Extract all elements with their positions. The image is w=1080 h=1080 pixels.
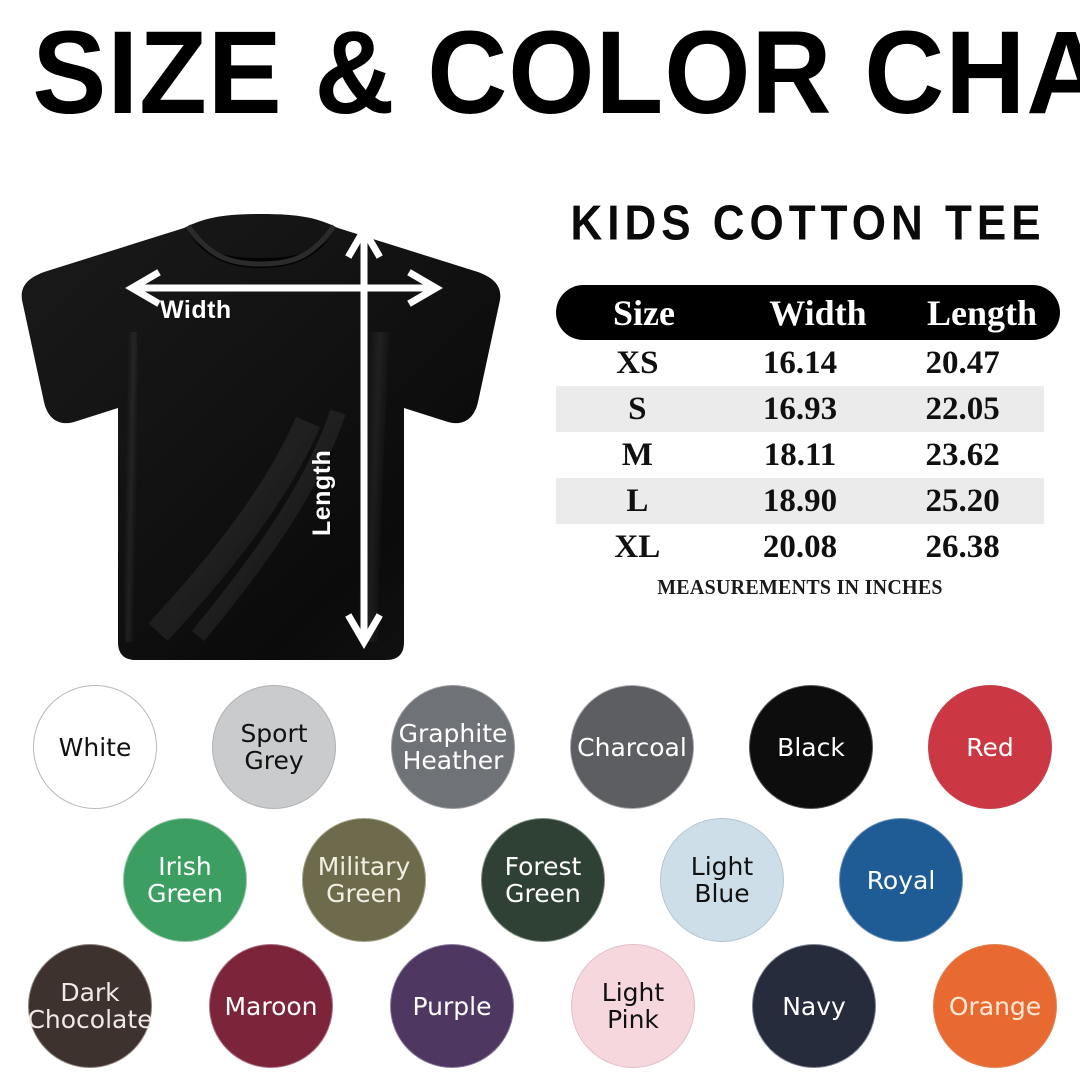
color-swatch[interactable]: Dark Chocolate — [27, 944, 153, 1068]
tshirt-collar-rib — [185, 224, 337, 267]
color-swatch[interactable]: Light Blue — [660, 818, 784, 942]
table-row: M 18.11 23.62 — [556, 432, 1044, 478]
cell-width: 18.11 — [763, 436, 837, 473]
color-swatch-label: Navy — [782, 991, 846, 1021]
cell-length: 26.38 — [925, 528, 1000, 565]
header-cell-length: Length — [926, 292, 1038, 333]
table-row: S 16.93 22.05 — [556, 386, 1044, 432]
cell-width: 16.14 — [762, 344, 838, 381]
color-swatch-label: Royal — [866, 865, 936, 895]
color-swatch-label: White — [58, 732, 132, 762]
fabric-fold — [358, 331, 390, 643]
length-dimension-label: Length — [308, 449, 336, 536]
width-arrow — [125, 269, 443, 307]
header-cell-width: Width — [769, 292, 867, 333]
cell-size: M — [621, 436, 653, 473]
cell-size: XS — [616, 344, 659, 381]
table-row: XL 20.08 26.38 — [556, 524, 1044, 570]
color-swatch[interactable]: Royal — [839, 818, 963, 942]
cell-width: 16.93 — [762, 390, 838, 427]
color-swatch-label: Forest Green — [504, 852, 582, 908]
cell-length: 23.62 — [925, 436, 1000, 473]
color-swatch-label: Sport Grey — [240, 719, 308, 775]
header-cell-size: Size — [613, 292, 675, 333]
color-swatch-label: Military Green — [317, 852, 411, 908]
table-row: XS 16.14 20.47 — [556, 340, 1044, 386]
measurement-units-note: MEASUREMENTS IN INCHES — [657, 575, 943, 599]
size-table: Size Width Length XS 16.14 20.47 S 16.93… — [556, 285, 1060, 570]
color-swatch-label: Light Pink — [601, 978, 665, 1034]
table-header-row: Size Width Length — [556, 285, 1060, 340]
color-swatch-label: Purple — [412, 991, 492, 1021]
tshirt-svg — [21, 214, 501, 660]
width-dimension-label: Width — [160, 296, 232, 324]
fabric-fold — [148, 416, 320, 641]
color-swatch-label: Light Blue — [690, 852, 754, 908]
product-name-heading: KIDS COTTON TEE — [570, 196, 1046, 251]
color-swatch-label: Maroon — [224, 991, 318, 1021]
color-swatch[interactable]: Light Pink — [571, 944, 695, 1068]
color-swatch[interactable]: Navy — [752, 944, 876, 1068]
color-swatch[interactable]: Military Green — [302, 818, 426, 942]
color-swatch-label: Black — [777, 732, 845, 762]
color-swatch[interactable]: Black — [749, 685, 873, 809]
cell-size: XL — [614, 528, 661, 565]
color-swatch-label: Red — [966, 732, 1014, 762]
color-swatch-label: Orange — [948, 991, 1042, 1021]
cell-length: 22.05 — [925, 390, 1000, 427]
cell-size: S — [628, 390, 647, 427]
color-swatch-label: Dark Chocolate — [27, 978, 153, 1034]
color-swatch[interactable]: Irish Green — [123, 818, 247, 942]
cell-width: 20.08 — [762, 528, 838, 565]
table-row: L 18.90 25.20 — [556, 478, 1044, 524]
page-title: SIZE & COLOR CHART — [32, 7, 1080, 139]
tshirt-diagram — [8, 212, 518, 672]
fabric-fold — [191, 409, 346, 642]
cell-size: L — [626, 482, 649, 519]
color-swatch[interactable]: Charcoal — [570, 685, 694, 809]
color-swatch-label: Irish Green — [147, 852, 223, 908]
fabric-fold — [119, 331, 143, 643]
tshirt-body — [21, 214, 501, 660]
cell-length: 25.20 — [925, 482, 1000, 519]
color-swatch[interactable]: Forest Green — [481, 818, 605, 942]
color-swatch-label: Graphite Heather — [398, 719, 508, 775]
color-swatch-grid: White Sport Grey Graphite Heather Charcoal B… — [0, 672, 1080, 1080]
color-swatch[interactable]: Orange — [933, 944, 1057, 1068]
cell-length: 20.47 — [925, 344, 1000, 381]
color-swatch[interactable]: Maroon — [209, 944, 333, 1068]
color-swatch[interactable]: White — [33, 685, 157, 809]
length-arrow — [345, 223, 383, 649]
cell-width: 18.90 — [762, 482, 838, 519]
color-swatch[interactable]: Graphite Heather — [391, 685, 515, 809]
color-swatch[interactable]: Red — [928, 685, 1052, 809]
color-swatch[interactable]: Purple — [390, 944, 514, 1068]
color-swatch-label: Charcoal — [577, 732, 687, 762]
color-swatch[interactable]: Sport Grey — [212, 685, 336, 809]
